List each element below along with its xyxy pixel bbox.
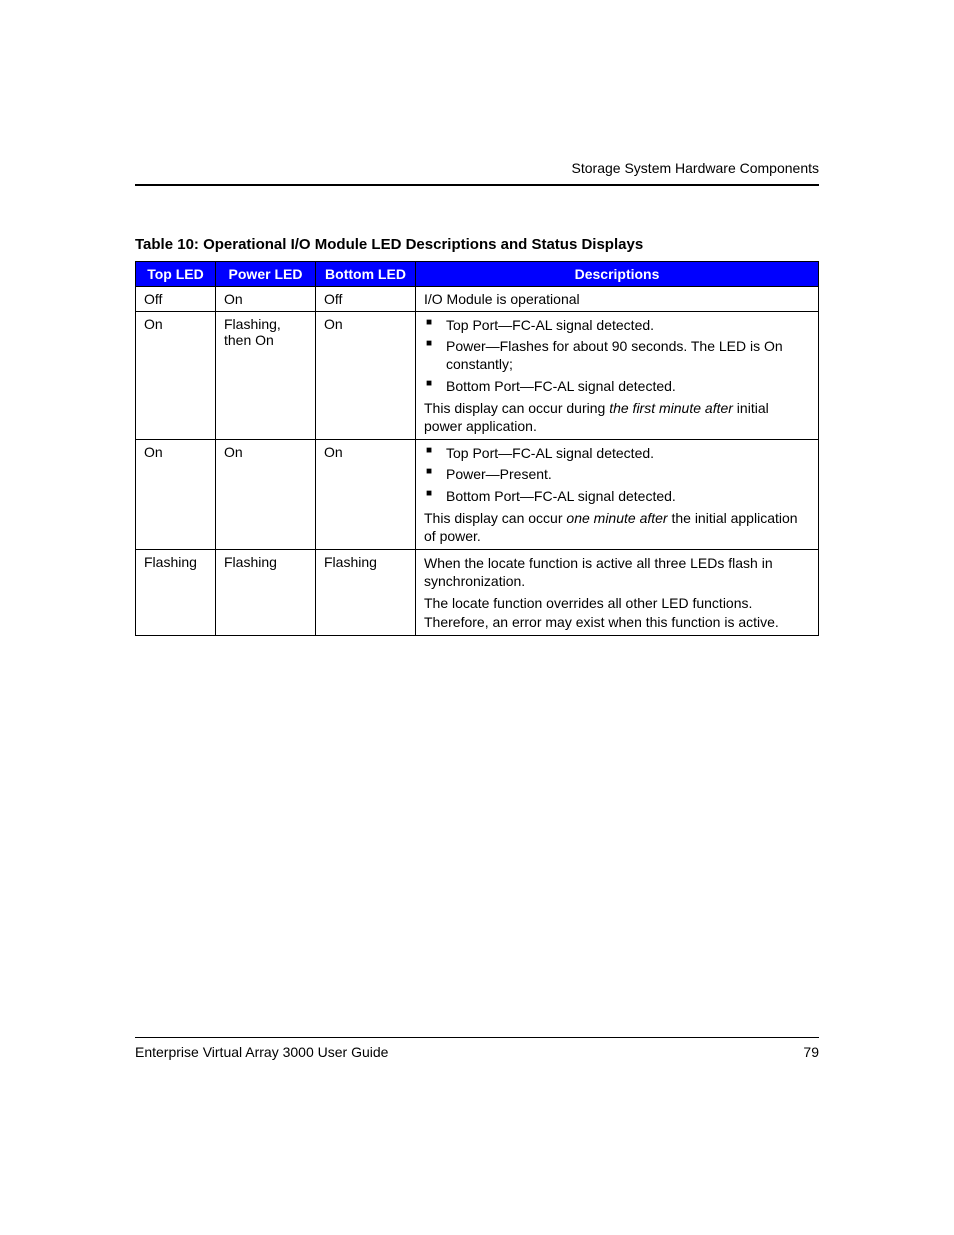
cell-description: When the locate function is active all t… [416,550,819,636]
cell-bottom-led: On [316,440,416,550]
trailing-note: This display can occur during the first … [424,399,810,435]
col-header-top-led: Top LED [136,262,216,287]
col-header-bottom-led: Bottom LED [316,262,416,287]
cell-power-led: Flashing, then On [216,312,316,440]
bullet-item: Bottom Port—FC-AL signal detected. [424,487,810,505]
trailing-italic: the first minute after [609,400,733,416]
bullet-list: Top Port—FC-AL signal detected. Power—Fl… [424,316,810,395]
col-header-descriptions: Descriptions [416,262,819,287]
cell-power-led: On [216,287,316,312]
cell-bottom-led: Flashing [316,550,416,636]
footer-guide-title: Enterprise Virtual Array 3000 User Guide [135,1044,388,1060]
trailing-pre: This display can occur [424,510,566,526]
table-row: On Flashing, then On On Top Port—FC-AL s… [136,312,819,440]
bullet-list: Top Port—FC-AL signal detected. Power—Pr… [424,444,810,505]
cell-power-led: Flashing [216,550,316,636]
page-container: Storage System Hardware Components Table… [0,0,954,1235]
table-row: On On On Top Port—FC-AL signal detected.… [136,440,819,550]
table-header-row: Top LED Power LED Bottom LED Description… [136,262,819,287]
cell-description: Top Port—FC-AL signal detected. Power—Fl… [416,312,819,440]
desc-para-1: When the locate function is active all t… [424,554,810,590]
cell-bottom-led: On [316,312,416,440]
bullet-item: Top Port—FC-AL signal detected. [424,444,810,462]
table-row: Flashing Flashing Flashing When the loca… [136,550,819,636]
led-table: Top LED Power LED Bottom LED Description… [135,261,819,636]
section-title: Storage System Hardware Components [572,160,819,176]
trailing-note: This display can occur one minute after … [424,509,810,545]
header-section: Storage System Hardware Components [135,160,819,186]
cell-top-led: Off [136,287,216,312]
cell-top-led: On [136,312,216,440]
table-caption: Table 10: Operational I/O Module LED Des… [135,236,819,253]
trailing-italic: one minute after [566,510,667,526]
footer-page-number: 79 [803,1044,819,1060]
col-header-power-led: Power LED [216,262,316,287]
table-row: Off On Off I/O Module is operational [136,287,819,312]
cell-top-led: Flashing [136,550,216,636]
cell-power-led: On [216,440,316,550]
cell-description: Top Port—FC-AL signal detected. Power—Pr… [416,440,819,550]
page-footer: Enterprise Virtual Array 3000 User Guide… [135,1037,819,1060]
bullet-item: Top Port—FC-AL signal detected. [424,316,810,334]
cell-bottom-led: Off [316,287,416,312]
trailing-pre: This display can occur during [424,400,609,416]
cell-description: I/O Module is operational [416,287,819,312]
bullet-item: Power—Flashes for about 90 seconds. The … [424,337,810,373]
bullet-item: Bottom Port—FC-AL signal detected. [424,377,810,395]
desc-para-2: The locate function overrides all other … [424,594,810,630]
bullet-item: Power—Present. [424,465,810,483]
cell-top-led: On [136,440,216,550]
